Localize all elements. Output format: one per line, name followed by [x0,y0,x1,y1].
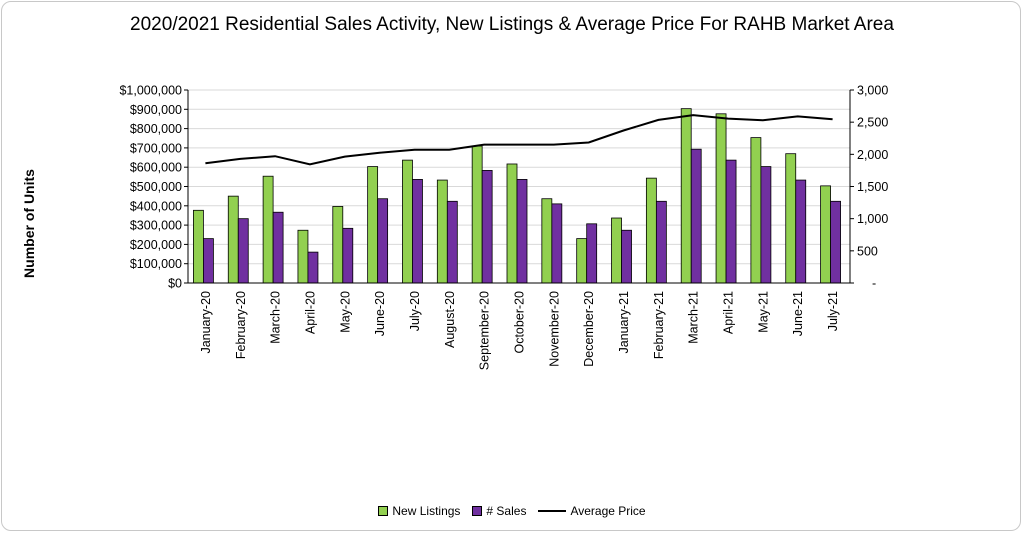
left-axis-tick-label: $0 [168,277,182,291]
bar-new-listings [750,137,762,284]
bar-sales [830,200,841,284]
right-axis-tick-label: - [872,277,876,291]
x-axis-tick-label: August-20 [443,291,457,348]
bar-sales [446,200,458,284]
right-axis-tick-label: 500 [857,244,878,258]
bar-new-listings [262,175,274,284]
x-axis-tick-label: December-20 [582,291,596,367]
left-axis-tick-label: $100,000 [130,257,182,271]
legend: New Listings # Sales Average Price [0,504,1024,518]
bar-new-listings [193,209,204,284]
right-axis-tick-label: 3,000 [857,84,888,98]
bar-sales [481,170,493,284]
legend-label-new-listings: New Listings [392,504,461,518]
bar-sales [586,223,598,284]
x-axis-tick-label: February-21 [652,291,666,359]
bar-new-listings [506,163,518,284]
bar-new-listings [611,217,622,284]
bar-sales [342,227,354,284]
y-axis-title: Number of Units [21,169,37,278]
x-axis-tick-label: April-21 [722,291,736,334]
bar-sales [760,166,772,284]
left-axis-tick-label: $500,000 [130,180,182,194]
bar-new-listings [402,159,413,284]
bar-sales [655,200,667,284]
legend-swatch-sales [472,506,483,516]
x-axis-tick-label: November-20 [547,291,561,367]
legend-swatch-new-listings [378,506,389,516]
legend-swatch-average-price [538,510,567,512]
legend-label-average-price: Average Price [570,504,646,518]
x-axis-tick-label: March-21 [687,291,701,344]
bar-new-listings [541,198,553,284]
bar-sales [621,229,632,284]
right-axis-tick-label: 2,500 [857,116,888,130]
bar-new-listings [785,153,797,284]
left-axis-tick-label: $200,000 [130,238,182,252]
bar-new-listings [471,145,483,284]
bar-sales [307,251,319,284]
bar-new-listings [297,229,309,284]
left-axis-tick-label: $400,000 [130,199,182,213]
right-axis-tick-label: 2,000 [857,148,888,162]
left-axis-tick-label: $800,000 [130,122,182,136]
bar-new-listings [367,166,379,284]
bar-sales [412,179,423,284]
x-axis-tick-label: April-20 [303,291,317,334]
left-axis-tick-label: $900,000 [130,103,182,117]
left-axis-tick-label: $700,000 [130,141,182,155]
left-axis-tick-label: $1,000,000 [119,84,182,98]
bar-new-listings [820,185,831,284]
chart-title: 2020/2021 Residential Sales Activity, Ne… [130,14,894,35]
left-axis-tick-label: $600,000 [130,161,182,175]
bar-sales [725,159,737,284]
bar-new-listings [576,238,588,284]
average-price-line-group [205,114,833,166]
x-axis-tick-label: June-20 [373,291,387,336]
x-axis-tick-label: January-21 [617,291,631,354]
bar-new-listings [436,179,448,284]
right-axis-tick-label: 1,500 [857,180,888,194]
x-axis-tick-label: June-21 [791,291,805,336]
legend-item-sales: # Sales [472,504,526,518]
bar-new-listings [645,177,657,284]
left-axis-tick-label: $300,000 [130,219,182,233]
x-axis-tick-label: July-21 [826,291,840,331]
right-axis-tick-label: 1,000 [857,212,888,226]
gridlines [188,89,850,284]
bar-new-listings [332,206,344,284]
legend-item-new-listings: New Listings [378,504,460,518]
x-axis-tick-label: January-20 [199,291,213,354]
x-axis-tick-label: February-20 [234,291,248,359]
bar-sales [551,203,563,284]
bar-sales [690,148,702,284]
x-axis-tick-label: October-20 [513,291,527,354]
bars [193,108,841,284]
bar-new-listings [227,195,239,284]
bar-sales [272,211,284,284]
legend-label-sales: # Sales [486,504,527,518]
bar-sales [795,179,807,284]
bar-sales [237,218,249,284]
x-axis-tick-label: July-20 [408,291,422,331]
average-price-line [205,114,833,166]
axes: $0 $100,000 $200,000 $300,000 $400,000 $500,0… [21,84,888,371]
x-axis-tick-label: May-21 [756,291,770,333]
bar-sales [516,179,528,284]
bar-sales [203,238,214,284]
x-axis-tick-label: May-20 [338,291,352,333]
bar-new-listings [680,108,692,284]
x-axis-tick-label: March-20 [269,291,283,344]
bar-new-listings [715,113,727,284]
bar-sales [377,198,389,284]
legend-item-average-price: Average Price [538,504,646,518]
x-axis-tick-label: September-20 [478,291,492,370]
